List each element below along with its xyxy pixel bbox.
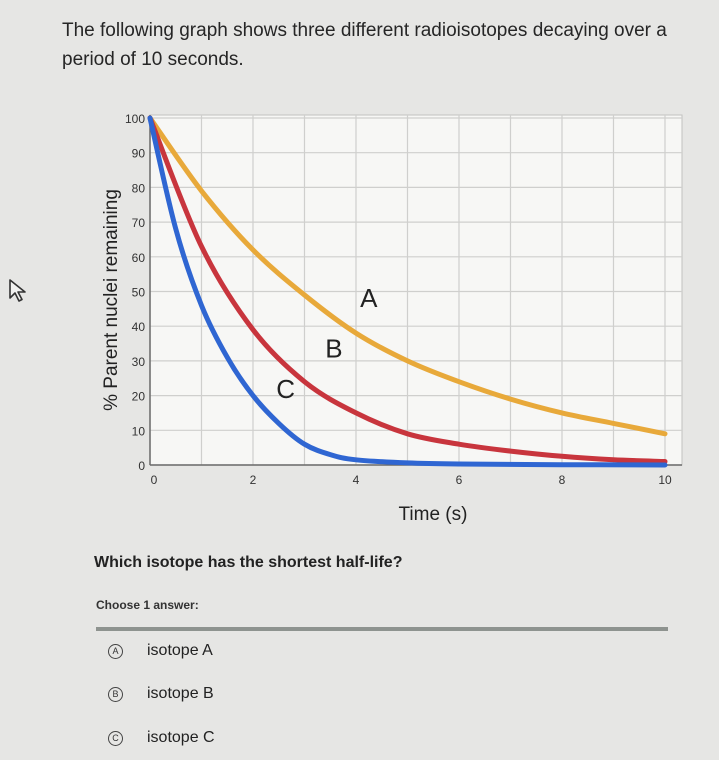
x-tick-label: 0 <box>151 473 158 487</box>
series-line-a <box>147 115 668 437</box>
y-tick-label: 0 <box>138 459 145 473</box>
x-tick-label: 2 <box>250 473 257 487</box>
series-label-b: B <box>325 334 342 364</box>
y-tick-label: 80 <box>132 181 146 195</box>
y-tick-label: 40 <box>132 320 146 334</box>
option-b-badge: B <box>108 686 123 702</box>
y-tick-label: 30 <box>132 355 146 369</box>
option-isotope-a[interactable]: A isotope A <box>108 642 213 660</box>
y-tick-label: 100 <box>125 112 145 126</box>
x-tick-label: 6 <box>456 473 463 487</box>
intro-text: The following graph shows three differen… <box>62 20 667 70</box>
x-axis-label: Time (s) <box>399 504 468 525</box>
pointer-cursor-icon <box>8 278 32 309</box>
chart-tick-labels: 0 10 20 30 40 50 60 70 80 90 100 0 2 4 6 8 10 <box>125 112 672 487</box>
y-tick-label: 20 <box>132 390 146 404</box>
series-label-c: C <box>276 374 295 404</box>
option-c-badge: C <box>108 730 123 746</box>
plot-background <box>149 114 683 466</box>
series-label-a: A <box>360 283 378 313</box>
option-isotope-b[interactable]: B isotope B <box>108 685 214 703</box>
choose-answer-label: Choose 1 answer: <box>96 598 199 612</box>
chart-series <box>147 115 668 468</box>
y-tick-label: 50 <box>132 286 146 300</box>
option-b-label: isotope B <box>147 685 214 702</box>
y-tick-label: 90 <box>132 147 146 161</box>
series-line-c <box>147 115 668 468</box>
x-tick-label: 4 <box>353 473 360 487</box>
x-tick-label: 10 <box>658 473 672 487</box>
chart-series-labels: ABC <box>276 283 378 404</box>
answer-divider <box>96 627 668 631</box>
option-a-label: isotope A <box>147 642 213 659</box>
y-tick-label: 10 <box>132 424 146 438</box>
y-axis-label: % Parent nuclei remaining <box>101 189 122 411</box>
series-line-b <box>147 115 668 464</box>
y-tick-label: 60 <box>132 251 146 265</box>
x-tick-label: 8 <box>559 473 566 487</box>
y-tick-label: 70 <box>132 216 146 230</box>
decay-chart: 0 10 20 30 40 50 60 70 80 90 100 0 2 4 6 8 10 ABC Time (… <box>101 112 683 525</box>
option-c-label: isotope C <box>147 729 215 746</box>
question-text: Which isotope has the shortest half-life… <box>94 554 403 571</box>
option-isotope-c[interactable]: C isotope C <box>108 729 215 747</box>
option-a-badge: A <box>108 643 123 659</box>
